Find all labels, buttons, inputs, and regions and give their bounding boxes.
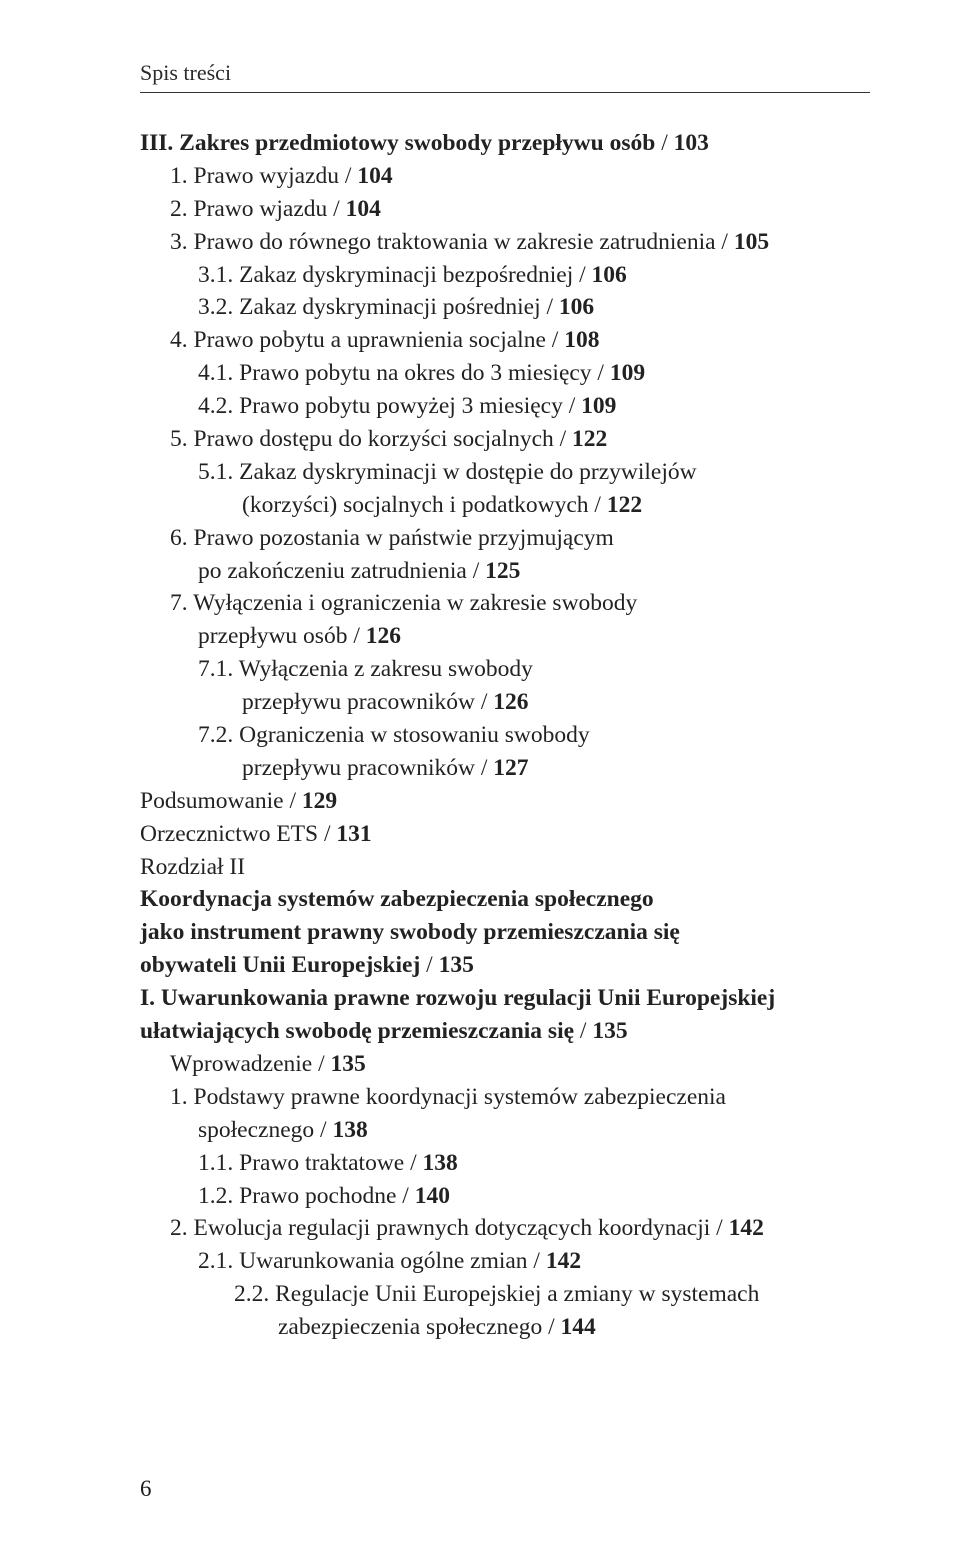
toc-entry: Podsumowanie / 129 xyxy=(140,785,870,818)
toc-entry: 7.1. Wyłączenia z zakresu swobody xyxy=(140,653,870,686)
toc-entry: 6. Prawo pozostania w państwie przyjmują… xyxy=(140,522,870,555)
toc-entry: 4.2. Prawo pobytu powyżej 3 miesięcy / 1… xyxy=(140,390,870,423)
toc-entry: 4.1. Prawo pobytu na okres do 3 miesięcy… xyxy=(140,357,870,390)
toc-entry: 3.1. Zakaz dyskryminacji bezpośredniej /… xyxy=(140,259,870,292)
table-of-contents: III. Zakres przedmiotowy swobody przepły… xyxy=(140,127,870,1344)
toc-entry: I. Uwarunkowania prawne rozwoju regulacj… xyxy=(140,982,870,1015)
toc-entry: 5. Prawo dostępu do korzyści socjalnych … xyxy=(140,423,870,456)
toc-entry: 3.2. Zakaz dyskryminacji pośredniej / 10… xyxy=(140,291,870,324)
toc-entry: obywateli Unii Europejskiej / 135 xyxy=(140,949,870,982)
toc-entry: 2.1. Uwarunkowania ogólne zmian / 142 xyxy=(140,1245,870,1278)
toc-entry: 1.1. Prawo traktatowe / 138 xyxy=(140,1147,870,1180)
toc-entry: 1.2. Prawo pochodne / 140 xyxy=(140,1180,870,1213)
page-number: 6 xyxy=(140,1476,152,1502)
toc-entry: 7.2. Ograniczenia w stosowaniu swobody xyxy=(140,719,870,752)
toc-entry: III. Zakres przedmiotowy swobody przepły… xyxy=(140,127,870,160)
toc-entry: 1. Prawo wyjazdu / 104 xyxy=(140,160,870,193)
page: Spis treści III. Zakres przedmiotowy swo… xyxy=(0,0,960,1546)
toc-entry: Orzecznictwo ETS / 131 xyxy=(140,818,870,851)
running-head: Spis treści xyxy=(140,60,870,93)
toc-entry: 2.2. Regulacje Unii Europejskiej a zmian… xyxy=(140,1278,870,1344)
toc-entry: Koordynacja systemów zabezpieczenia społ… xyxy=(140,883,870,916)
toc-entry: (korzyści) socjalnych i podatkowych / 12… xyxy=(140,489,870,522)
toc-entry: przepływu pracowników / 126 xyxy=(140,686,870,719)
toc-entry: ułatwiających swobodę przemieszczania si… xyxy=(140,1015,870,1048)
toc-entry: po zakończeniu zatrudnienia / 125 xyxy=(140,555,870,588)
toc-entry: 2. Prawo wjazdu / 104 xyxy=(140,193,870,226)
toc-entry: 2. Ewolucja regulacji prawnych dotyczący… xyxy=(140,1212,870,1245)
toc-entry: Wprowadzenie / 135 xyxy=(140,1048,870,1081)
toc-entry: 4. Prawo pobytu a uprawnienia socjalne /… xyxy=(140,324,870,357)
toc-entry: 3. Prawo do równego traktowania w zakres… xyxy=(140,226,870,259)
toc-entry: 5.1. Zakaz dyskryminacji w dostępie do p… xyxy=(140,456,870,489)
toc-entry: przepływu osób / 126 xyxy=(140,620,870,653)
toc-entry: jako instrument prawny swobody przemiesz… xyxy=(140,916,870,949)
toc-entry: przepływu pracowników / 127 xyxy=(140,752,870,785)
toc-entry: 1. Podstawy prawne koordynacji systemów … xyxy=(140,1081,870,1114)
toc-entry: społecznego / 138 xyxy=(140,1114,870,1147)
toc-entry: Rozdział II xyxy=(140,851,870,884)
toc-entry: 7. Wyłączenia i ograniczenia w zakresie … xyxy=(140,587,870,620)
